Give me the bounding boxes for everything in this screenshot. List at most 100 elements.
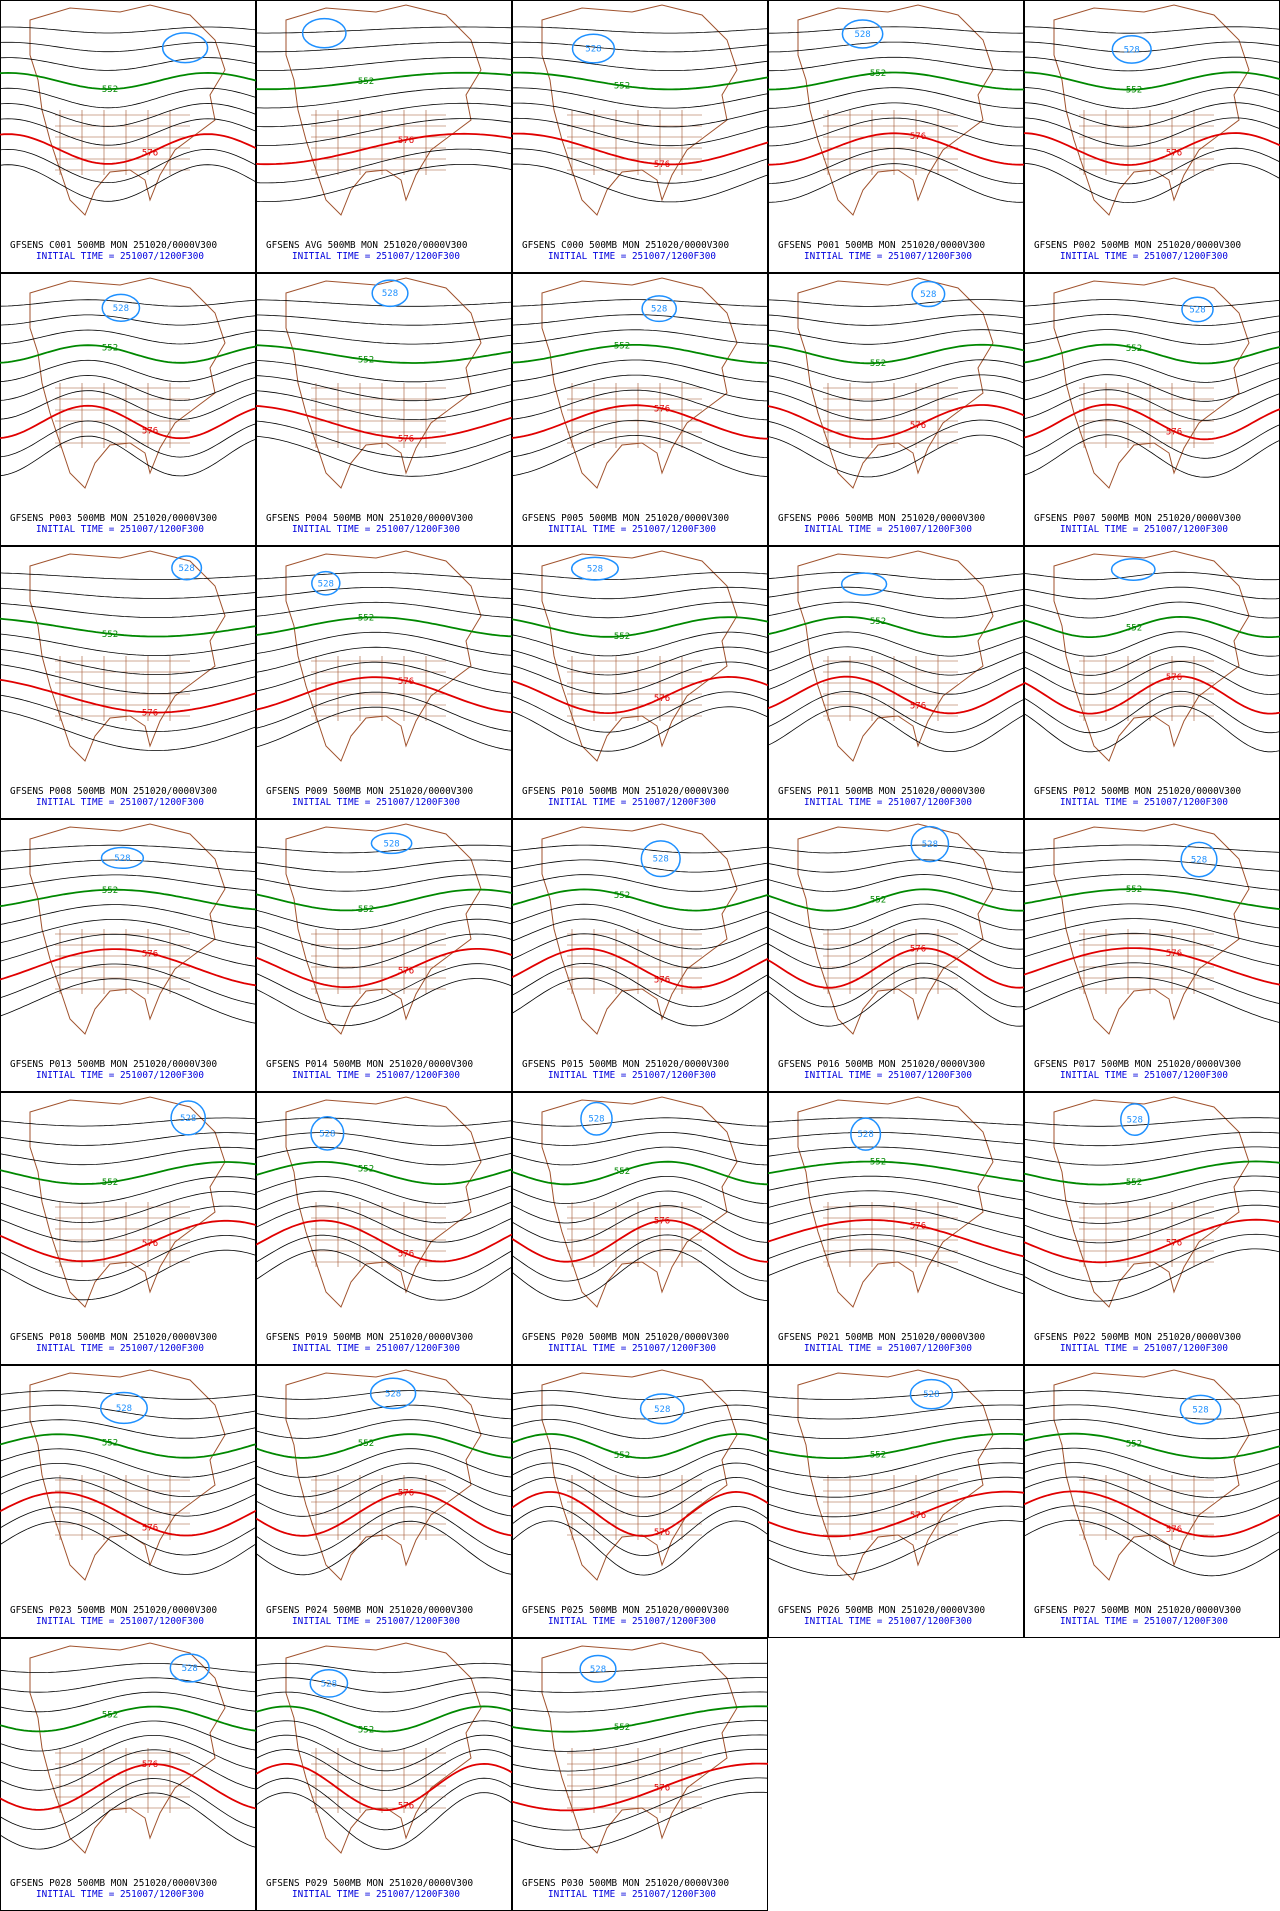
- initial-time: INITIAL TIME = 251007/1200F300: [804, 797, 972, 808]
- map-panel: 552 576 GFSENS C001 500MB MON 251020/0000V…: [0, 0, 256, 273]
- contour-label: 576: [910, 945, 926, 955]
- coastline: [29, 1642, 226, 1854]
- contour: [768, 314, 1024, 326]
- panel-border: [0, 546, 256, 819]
- contour: [512, 374, 768, 402]
- contour-label: 576: [1166, 673, 1182, 683]
- contour: [256, 706, 512, 751]
- contour: [0, 148, 256, 184]
- panel-title: GFSENS P019 500MB MON 251020/0000V300: [266, 1332, 473, 1343]
- contour-label: 552: [358, 77, 374, 87]
- contour: [0, 1763, 256, 1811]
- map-panel: 552 576 528 GFSENS P013 500MB MON 251020/00…: [0, 819, 256, 1092]
- coastline: [285, 1096, 482, 1308]
- low-contour: [1181, 296, 1214, 323]
- contour: [1024, 403, 1280, 441]
- contour: [0, 1404, 256, 1420]
- contour: [768, 374, 1024, 402]
- contour: [0, 118, 256, 146]
- contour: [256, 1219, 512, 1263]
- caption-bg: [8, 784, 248, 808]
- contour-label: 576: [142, 149, 158, 159]
- low-contour: [909, 1378, 954, 1410]
- low-contour: [309, 1669, 349, 1698]
- contour: [256, 132, 512, 166]
- panel-title: GFSENS P002 500MB MON 251020/0000V300: [1034, 240, 1241, 251]
- contour: [0, 1705, 256, 1733]
- contour-label: 528: [588, 1115, 604, 1125]
- contour: [1024, 1519, 1280, 1577]
- contour: [0, 948, 256, 987]
- contour-label: 552: [1126, 86, 1142, 96]
- caption-bg: [1032, 238, 1272, 262]
- contour: [768, 601, 1024, 619]
- contour-label: 552: [614, 1451, 630, 1461]
- contour: [1024, 859, 1280, 872]
- coastline: [797, 1096, 994, 1308]
- contour: [0, 1691, 256, 1713]
- contour: [256, 933, 512, 969]
- contour: [0, 919, 256, 948]
- contour: [256, 41, 512, 53]
- map-panel: 552 576 528 GFSENS P014 500MB MON 251020/00…: [256, 819, 512, 1092]
- panel-title: GFSENS P003 500MB MON 251020/0000V300: [10, 513, 217, 524]
- contour: [0, 329, 256, 345]
- coastline: [541, 1096, 738, 1308]
- contour: [512, 1505, 768, 1557]
- contour: [1024, 56, 1280, 72]
- contour: [256, 844, 512, 854]
- panel-title: GFSENS P025 500MB MON 251020/0000V300: [522, 1605, 729, 1616]
- low-contour: [311, 570, 341, 596]
- contour: [0, 1161, 256, 1185]
- initial-time: INITIAL TIME = 251007/1200F300: [548, 1889, 716, 1900]
- initial-time: INITIAL TIME = 251007/1200F300: [548, 251, 716, 262]
- initial-time: INITIAL TIME = 251007/1200F300: [804, 251, 972, 262]
- contour: [512, 933, 768, 969]
- low-contour: [639, 1393, 685, 1425]
- panel-border: [512, 0, 768, 273]
- contour-label: 528: [382, 289, 398, 299]
- contour-label: 552: [870, 617, 886, 627]
- panel-border: [0, 1638, 256, 1911]
- panel-title: GFSENS P027 500MB MON 251020/0000V300: [1034, 1605, 1241, 1616]
- contour-label: 552: [614, 1167, 630, 1177]
- contour: [1024, 1505, 1280, 1557]
- contour: [768, 56, 1024, 72]
- caption-bg: [520, 1057, 760, 1081]
- initial-time: INITIAL TIME = 251007/1200F300: [36, 251, 204, 262]
- map-panel: 552 576 528 GFSENS P009 500MB MON 251020/00…: [256, 546, 512, 819]
- contour: [1024, 1476, 1280, 1518]
- caption-bg: [776, 1330, 1016, 1354]
- contour-label: 552: [358, 613, 374, 623]
- contour: [0, 41, 256, 53]
- panel-title: GFSENS P020 500MB MON 251020/0000V300: [522, 1332, 729, 1343]
- initial-time: INITIAL TIME = 251007/1200F300: [36, 524, 204, 535]
- contour: [256, 676, 512, 714]
- low-contour: [570, 556, 619, 581]
- contour: [512, 314, 768, 326]
- contour: [768, 962, 1024, 1008]
- contour: [0, 859, 256, 872]
- contour: [1024, 299, 1280, 307]
- contour: [256, 904, 512, 930]
- contour: [768, 859, 1024, 873]
- caption-bg: [1032, 784, 1272, 808]
- initial-time: INITIAL TIME = 251007/1200F300: [548, 797, 716, 808]
- coastline: [797, 1369, 994, 1581]
- contour: [768, 117, 1024, 147]
- caption-bg: [520, 1876, 760, 1900]
- panel-title: GFSENS P022 500MB MON 251020/0000V300: [1034, 1332, 1241, 1343]
- contour: [512, 572, 768, 580]
- contour: [512, 1404, 768, 1420]
- initial-time: INITIAL TIME = 251007/1200F300: [1060, 524, 1228, 535]
- contour: [0, 844, 256, 853]
- caption-bg: [264, 1330, 504, 1354]
- contour: [512, 1132, 768, 1146]
- contour: [256, 1390, 512, 1400]
- panel-title: GFSENS P017 500MB MON 251020/0000V300: [1034, 1059, 1241, 1070]
- map-panel: 552 576 528 GFSENS P010 500MB MON 251020/00…: [512, 546, 768, 819]
- contour: [768, 586, 1024, 600]
- contour-label: 576: [398, 1488, 414, 1498]
- contour: [256, 1705, 512, 1733]
- contour-label: 528: [179, 564, 195, 574]
